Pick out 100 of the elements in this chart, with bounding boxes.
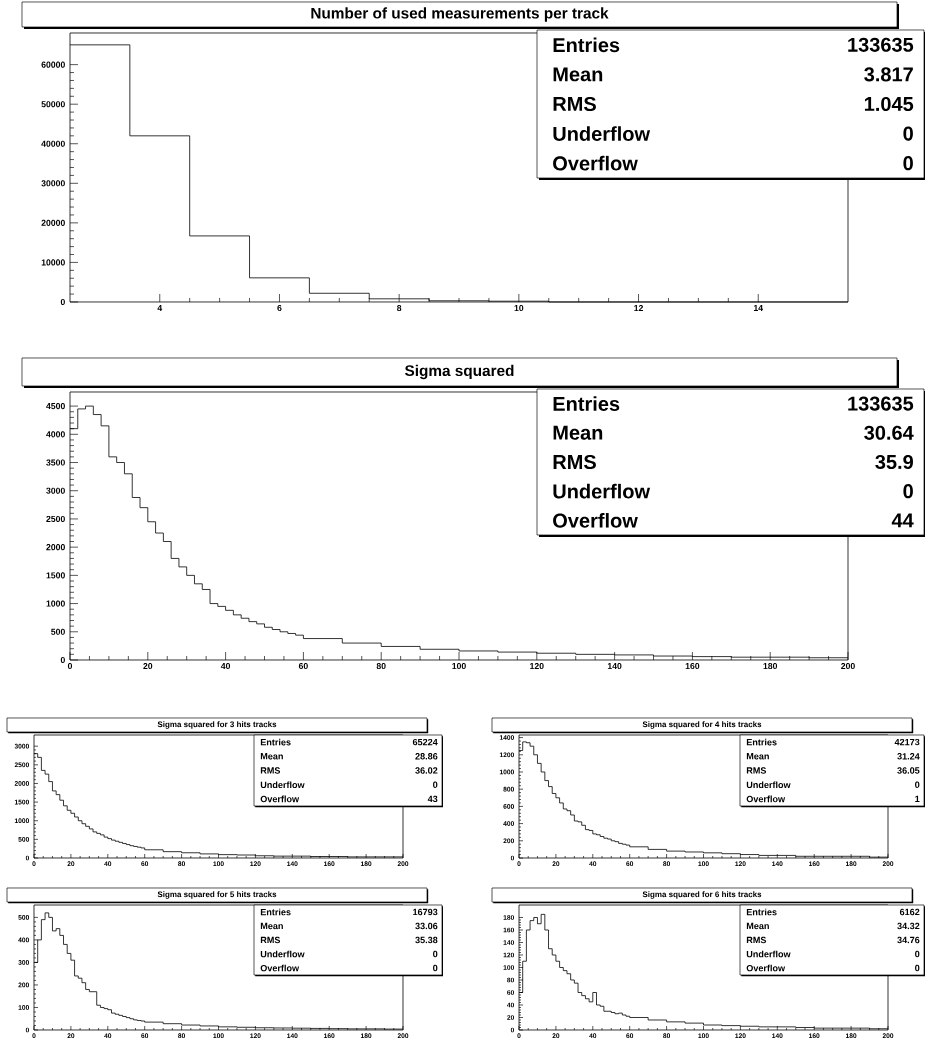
x-tick-label: 12 — [634, 304, 644, 312]
x-tick-label: 60 — [298, 662, 308, 670]
text: 30.64 — [864, 425, 914, 440]
text: 133635 — [848, 37, 914, 52]
text: 16793 — [413, 908, 438, 916]
annotation: RMS — [553, 454, 596, 470]
chart-title: Sigma squared for 6 hits tracks — [642, 891, 762, 899]
text: 42173 — [894, 738, 920, 746]
text: 0 — [433, 950, 438, 958]
x-tick-label: 0 — [67, 662, 73, 670]
text: 33.06 — [415, 922, 438, 930]
x-tick-label: 8 — [397, 304, 402, 312]
x-tick-label: 6 — [277, 304, 282, 312]
y-tick-label: 1000 — [46, 600, 65, 607]
y-tick-label: 4500 — [46, 403, 65, 410]
x-tick-label: 120 — [530, 662, 544, 670]
annotation: RMS — [746, 767, 767, 774]
text: 65224 — [412, 738, 438, 746]
y-tick-label: 20000 — [41, 219, 65, 226]
annotation: Mean — [260, 753, 283, 760]
annotation: Overflow — [260, 964, 300, 972]
annotation: Entries — [553, 396, 620, 411]
text: 6162 — [899, 908, 920, 916]
y-tick-label: 3000 — [46, 487, 65, 494]
text: 0 — [903, 126, 913, 141]
text: 31.24 — [897, 753, 920, 760]
chart-title: Sigma squared for 3 hits tracks — [157, 721, 277, 729]
text: 43 — [427, 795, 438, 803]
y-tick-label: 10000 — [41, 259, 65, 266]
annotation: Underflow — [553, 126, 651, 141]
y-tick-label: 2000 — [46, 544, 65, 551]
annotation: Overflow — [746, 964, 786, 972]
y-tick-label: 0 — [60, 656, 65, 664]
y-tick-label: 60000 — [41, 61, 65, 68]
text: 0 — [915, 950, 920, 958]
x-tick-label: 4 — [157, 304, 163, 311]
y-tick-label: 30000 — [41, 180, 65, 187]
chart-title: Number of used measurements per track — [311, 7, 609, 22]
y-tick-label: 4000 — [46, 431, 65, 438]
annotation: Mean — [746, 922, 769, 930]
annotation: Entries — [746, 908, 777, 916]
text: 0 — [903, 156, 913, 171]
annotation: Underflow — [260, 950, 305, 958]
annotation: Entries — [746, 738, 777, 746]
y-tick-label: 2500 — [46, 515, 65, 523]
x-tick-label: 40 — [220, 662, 231, 670]
annotation: Entries — [553, 37, 620, 53]
text: 0 — [915, 781, 920, 788]
text: 0 — [903, 484, 913, 499]
text: 34.32 — [897, 922, 920, 930]
annotation: RMS — [260, 767, 281, 774]
y-tick-label: 500 — [51, 628, 65, 635]
annotation: Underflow — [260, 781, 305, 789]
text: 44 — [891, 513, 914, 528]
x-tick-label: 14 — [753, 304, 763, 311]
annotation: Overflow — [553, 513, 638, 528]
text: 0 — [433, 964, 438, 972]
chart-title: Sigma squared for 5 hits tracks — [157, 891, 277, 899]
x-tick-label: 180 — [763, 662, 778, 670]
annotation: Mean — [746, 753, 769, 760]
text: 35.9 — [875, 454, 913, 470]
text: 0 — [915, 964, 920, 972]
annotation: Entries — [260, 738, 291, 746]
annotation: RMS — [746, 936, 767, 944]
annotation: RMS — [260, 936, 281, 944]
text: 133635 — [848, 396, 914, 411]
annotation: Underflow — [746, 781, 791, 789]
annotation: Overflow — [260, 795, 300, 803]
text: 3.817 — [864, 67, 913, 82]
x-tick-label: 20 — [143, 662, 153, 670]
annotation: Mean — [553, 67, 603, 82]
chart-title: Sigma squared for 4 hits tracks — [642, 721, 762, 729]
text: 34.76 — [897, 936, 920, 944]
y-tick-label: 0 — [60, 298, 65, 306]
annotation: Underflow — [746, 950, 791, 958]
y-tick-label: 1500 — [46, 572, 65, 579]
text: 0 — [433, 781, 438, 788]
y-tick-label: 50000 — [41, 101, 65, 108]
text: 36.02 — [415, 767, 438, 774]
x-tick-label: 10 — [514, 304, 524, 312]
annotation: Entries — [260, 908, 291, 916]
y-tick-label: 3500 — [46, 459, 65, 466]
x-tick-label: 140 — [607, 662, 622, 670]
x-tick-label: 200 — [841, 662, 855, 670]
x-tick-label: 100 — [452, 662, 466, 670]
x-tick-label: 80 — [376, 662, 386, 670]
annotation: RMS — [553, 96, 596, 112]
annotation: Overflow — [746, 795, 786, 803]
annotation: Mean — [553, 425, 603, 440]
annotation: Overflow — [553, 155, 638, 171]
annotation: Underflow — [553, 483, 651, 499]
annotation: Mean — [260, 922, 283, 930]
text: 1.045 — [864, 96, 914, 112]
x-tick-label: 160 — [685, 662, 700, 670]
chart-title: Sigma squared — [404, 364, 514, 380]
text: 28.86 — [415, 753, 438, 760]
text: 36.05 — [897, 767, 920, 774]
text: 1 — [915, 795, 920, 803]
y-tick-label: 40000 — [41, 140, 65, 147]
text: 35.38 — [415, 936, 438, 944]
